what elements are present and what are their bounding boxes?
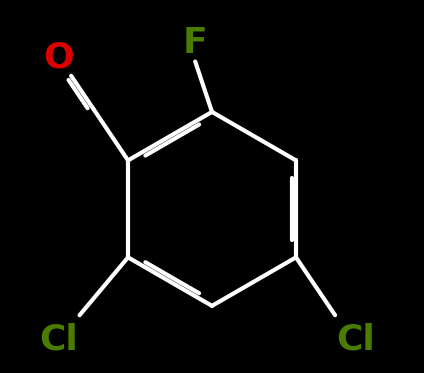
Text: F: F [183,26,208,60]
Text: Cl: Cl [336,322,375,357]
Text: Cl: Cl [40,322,78,357]
Text: O: O [44,41,75,75]
